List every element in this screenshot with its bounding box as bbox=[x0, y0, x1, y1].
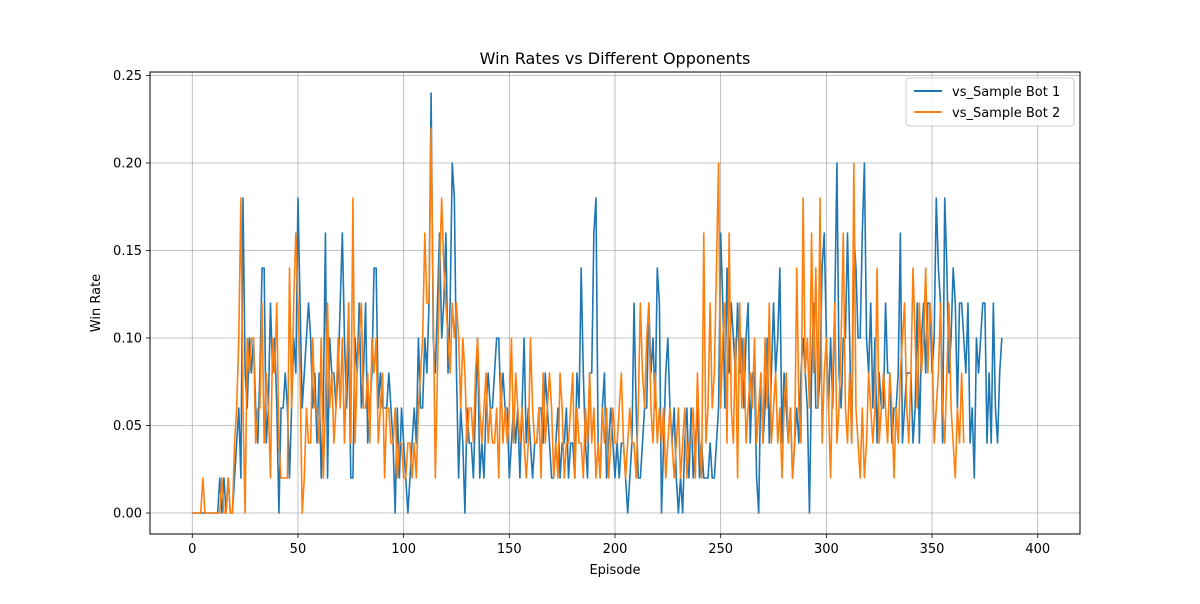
y-tick-label: 0.05 bbox=[113, 419, 142, 434]
y-tick-label: 0.20 bbox=[113, 157, 142, 172]
y-tick-label: 0.10 bbox=[113, 332, 142, 347]
x-tick-label: 200 bbox=[603, 542, 628, 557]
grid bbox=[150, 72, 1080, 534]
legend: vs_Sample Bot 1 vs_Sample Bot 2 bbox=[905, 77, 1075, 127]
legend-box bbox=[905, 77, 1075, 127]
x-tick-label: 300 bbox=[814, 542, 839, 557]
x-tick-label: 400 bbox=[1025, 542, 1050, 557]
y-tick-label: 0.25 bbox=[113, 69, 142, 84]
x-axis-ticks: 0 50 100 150 200 250 300 350 400 bbox=[188, 534, 1050, 557]
y-tick-label: 0.15 bbox=[113, 244, 142, 259]
x-tick-label: 250 bbox=[708, 542, 733, 557]
x-tick-label: 50 bbox=[290, 542, 307, 557]
legend-label-sample-bot-2: vs_Sample Bot 2 bbox=[952, 106, 1060, 121]
x-axis-label: Episode bbox=[589, 563, 640, 578]
legend-label-sample-bot-1: vs_Sample Bot 1 bbox=[952, 85, 1060, 100]
chart-title: Win Rates vs Different Opponents bbox=[480, 49, 751, 68]
x-tick-label: 100 bbox=[391, 542, 416, 557]
series-line-vs-sample-bot-1 bbox=[192, 92, 1003, 514]
x-tick-label: 350 bbox=[920, 542, 945, 557]
series-line-vs-sample-bot-2 bbox=[192, 127, 965, 514]
y-axis-ticks: 0.00 0.05 0.10 0.15 0.20 0.25 bbox=[113, 69, 150, 522]
y-axis-label: Win Rate bbox=[89, 274, 104, 332]
x-tick-label: 150 bbox=[497, 542, 522, 557]
x-tick-label: 0 bbox=[188, 542, 196, 557]
series-lines bbox=[192, 92, 1003, 514]
y-tick-label: 0.00 bbox=[113, 507, 142, 522]
